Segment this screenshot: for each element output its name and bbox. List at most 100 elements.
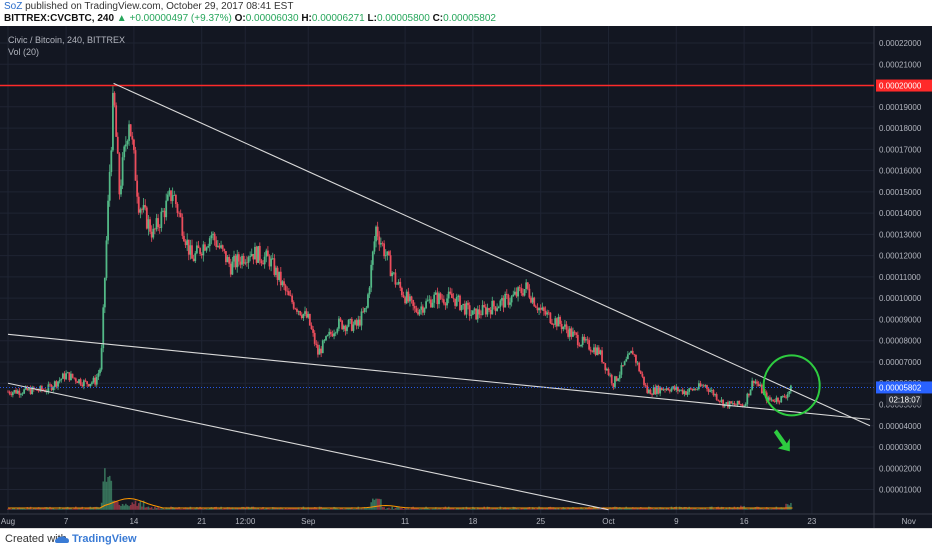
- candle-body: [607, 368, 610, 376]
- volume-bar: [317, 508, 319, 510]
- volume-bar: [751, 507, 753, 510]
- volume-bar: [523, 508, 526, 510]
- volume-bar: [41, 507, 43, 510]
- candle-body: [647, 389, 650, 393]
- volume-bar: [694, 508, 697, 510]
- countdown-tag: [886, 394, 922, 406]
- x-tick-label: 18: [468, 517, 477, 526]
- candle-body: [686, 391, 689, 395]
- candle-body: [575, 332, 578, 335]
- candle-body: [744, 404, 747, 406]
- volume-bar: [139, 500, 142, 510]
- volume-bar: [62, 508, 64, 510]
- volume-bar: [544, 507, 547, 510]
- candle-body: [344, 325, 347, 332]
- candle-body: [564, 324, 566, 327]
- candle-body: [623, 361, 626, 366]
- volume-ma-line: [8, 497, 793, 509]
- candle-body: [752, 380, 755, 384]
- volume-bar: [221, 508, 224, 510]
- candle-body: [522, 293, 524, 296]
- candle-body: [657, 385, 660, 394]
- candle-body: [707, 388, 710, 392]
- volume-bar: [388, 507, 390, 510]
- volume-bar: [125, 503, 127, 510]
- volume-bar: [607, 508, 610, 510]
- candle-body: [560, 323, 563, 330]
- volume-bar: [157, 507, 159, 510]
- chart-area[interactable]: 0.00022000 0.00021000 0.00020000 0.00019000…: [0, 26, 932, 528]
- candle-body: [61, 373, 64, 379]
- volume-bar: [292, 508, 295, 510]
- volume-bar: [370, 502, 373, 510]
- y-tick-label: 0.00018000: [879, 124, 922, 133]
- candle-body: [712, 390, 715, 396]
- candle-body: [21, 393, 24, 395]
- volume-bar: [236, 508, 239, 510]
- candle-body: [10, 393, 13, 396]
- author-link[interactable]: SoZ: [4, 1, 23, 12]
- candle-body: [52, 387, 55, 391]
- candle-body: [557, 316, 560, 327]
- candle-body: [757, 383, 760, 386]
- candle-body: [492, 300, 495, 307]
- candle-body: [334, 332, 337, 334]
- candle-body: [321, 340, 324, 354]
- candle-body: [591, 351, 594, 353]
- volume-bar: [33, 508, 35, 510]
- volume-bar: [57, 508, 59, 510]
- volume-bar: [8, 507, 11, 510]
- candle-body: [102, 307, 105, 349]
- candle-body: [475, 308, 478, 320]
- chart-canvas[interactable]: 0.00022000 0.00021000 0.00020000 0.00019000…: [0, 26, 932, 528]
- volume-bar: [275, 507, 277, 510]
- volume-bar: [643, 508, 645, 510]
- candle-body: [483, 305, 486, 307]
- candle-body: [313, 332, 316, 344]
- legend-title: Civic / Bitcoin, 240, BITTREX: [8, 35, 126, 45]
- volume-bar: [112, 500, 114, 510]
- volume-bar: [15, 508, 17, 510]
- candle-body: [257, 246, 260, 263]
- volume-bar: [265, 508, 268, 510]
- volume-bar: [192, 508, 195, 510]
- volume-bar: [564, 507, 566, 510]
- candle-body: [675, 386, 678, 390]
- candle-body: [688, 388, 691, 392]
- candle-body: [308, 313, 311, 326]
- candle-body: [189, 245, 192, 255]
- candle-body: [8, 391, 11, 394]
- candle-body: [142, 205, 145, 210]
- candle-body: [513, 291, 516, 295]
- y-tick-label: 0.00011000: [879, 273, 921, 282]
- tradingview-brand[interactable]: TradingView: [72, 533, 137, 545]
- candle-body: [405, 291, 408, 304]
- candle-body: [685, 391, 687, 395]
- candle-body: [665, 388, 668, 390]
- volume-bar: [307, 507, 310, 510]
- volume-bar: [596, 508, 598, 510]
- candle-body: [13, 390, 16, 393]
- volume-bar: [599, 508, 602, 510]
- volume-bar: [446, 508, 448, 510]
- candle-body: [554, 318, 557, 325]
- volume-bar: [297, 507, 300, 510]
- volume-bar: [749, 507, 752, 510]
- volume-bar: [782, 507, 784, 510]
- volume-bar: [681, 507, 684, 510]
- volume-bar: [104, 468, 106, 510]
- volume-bar: [515, 508, 518, 510]
- candle-body: [715, 394, 718, 400]
- candle-body: [221, 245, 224, 249]
- candle-body: [347, 320, 350, 327]
- y-tick-label: 0.00021000: [879, 60, 922, 69]
- candle-body: [31, 387, 34, 395]
- candle-body: [547, 312, 550, 314]
- volume-bar: [430, 509, 432, 510]
- candle-body: [108, 171, 111, 201]
- candle-body: [541, 307, 544, 310]
- candle-body: [74, 378, 77, 382]
- candle-body: [783, 396, 786, 398]
- candle-body: [478, 309, 481, 315]
- candle-body: [110, 150, 113, 172]
